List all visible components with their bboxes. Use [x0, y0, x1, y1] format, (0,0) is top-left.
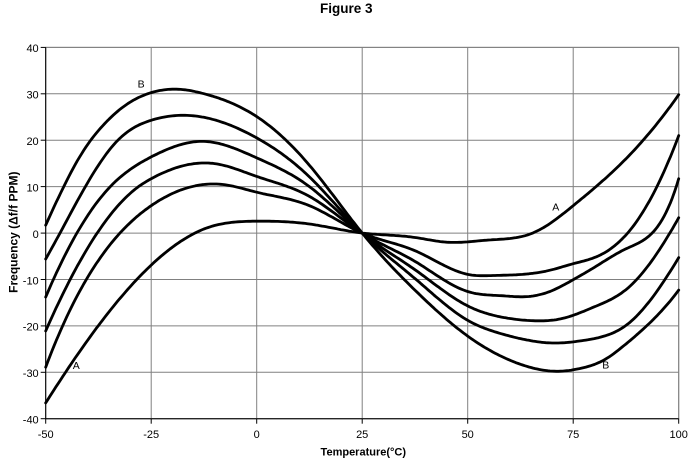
svg-text:-20: -20 [23, 322, 39, 334]
svg-text:30: 30 [26, 90, 38, 102]
svg-text:40: 40 [26, 43, 38, 55]
svg-text:-10: -10 [23, 275, 39, 287]
svg-text:A: A [73, 360, 80, 372]
svg-text:20: 20 [26, 136, 38, 148]
svg-text:A: A [552, 201, 559, 213]
svg-text:-40: -40 [23, 415, 39, 427]
svg-text:0: 0 [33, 229, 39, 241]
svg-text:10: 10 [26, 182, 38, 194]
svg-text:-30: -30 [23, 368, 39, 380]
svg-text:0: 0 [254, 429, 260, 441]
svg-text:Figure 3: Figure 3 [320, 1, 373, 16]
svg-text:75: 75 [567, 429, 579, 441]
svg-text:25: 25 [356, 429, 368, 441]
svg-text:100: 100 [670, 429, 688, 441]
svg-text:B: B [602, 359, 609, 371]
svg-text:Frequency (Δf/f PPM): Frequency (Δf/f PPM) [7, 172, 21, 293]
svg-text:-50: -50 [38, 429, 54, 441]
svg-text:50: 50 [462, 429, 474, 441]
svg-text:Temperature(°C): Temperature(°C) [321, 446, 407, 458]
svg-text:B: B [138, 79, 145, 91]
svg-text:-25: -25 [143, 429, 159, 441]
